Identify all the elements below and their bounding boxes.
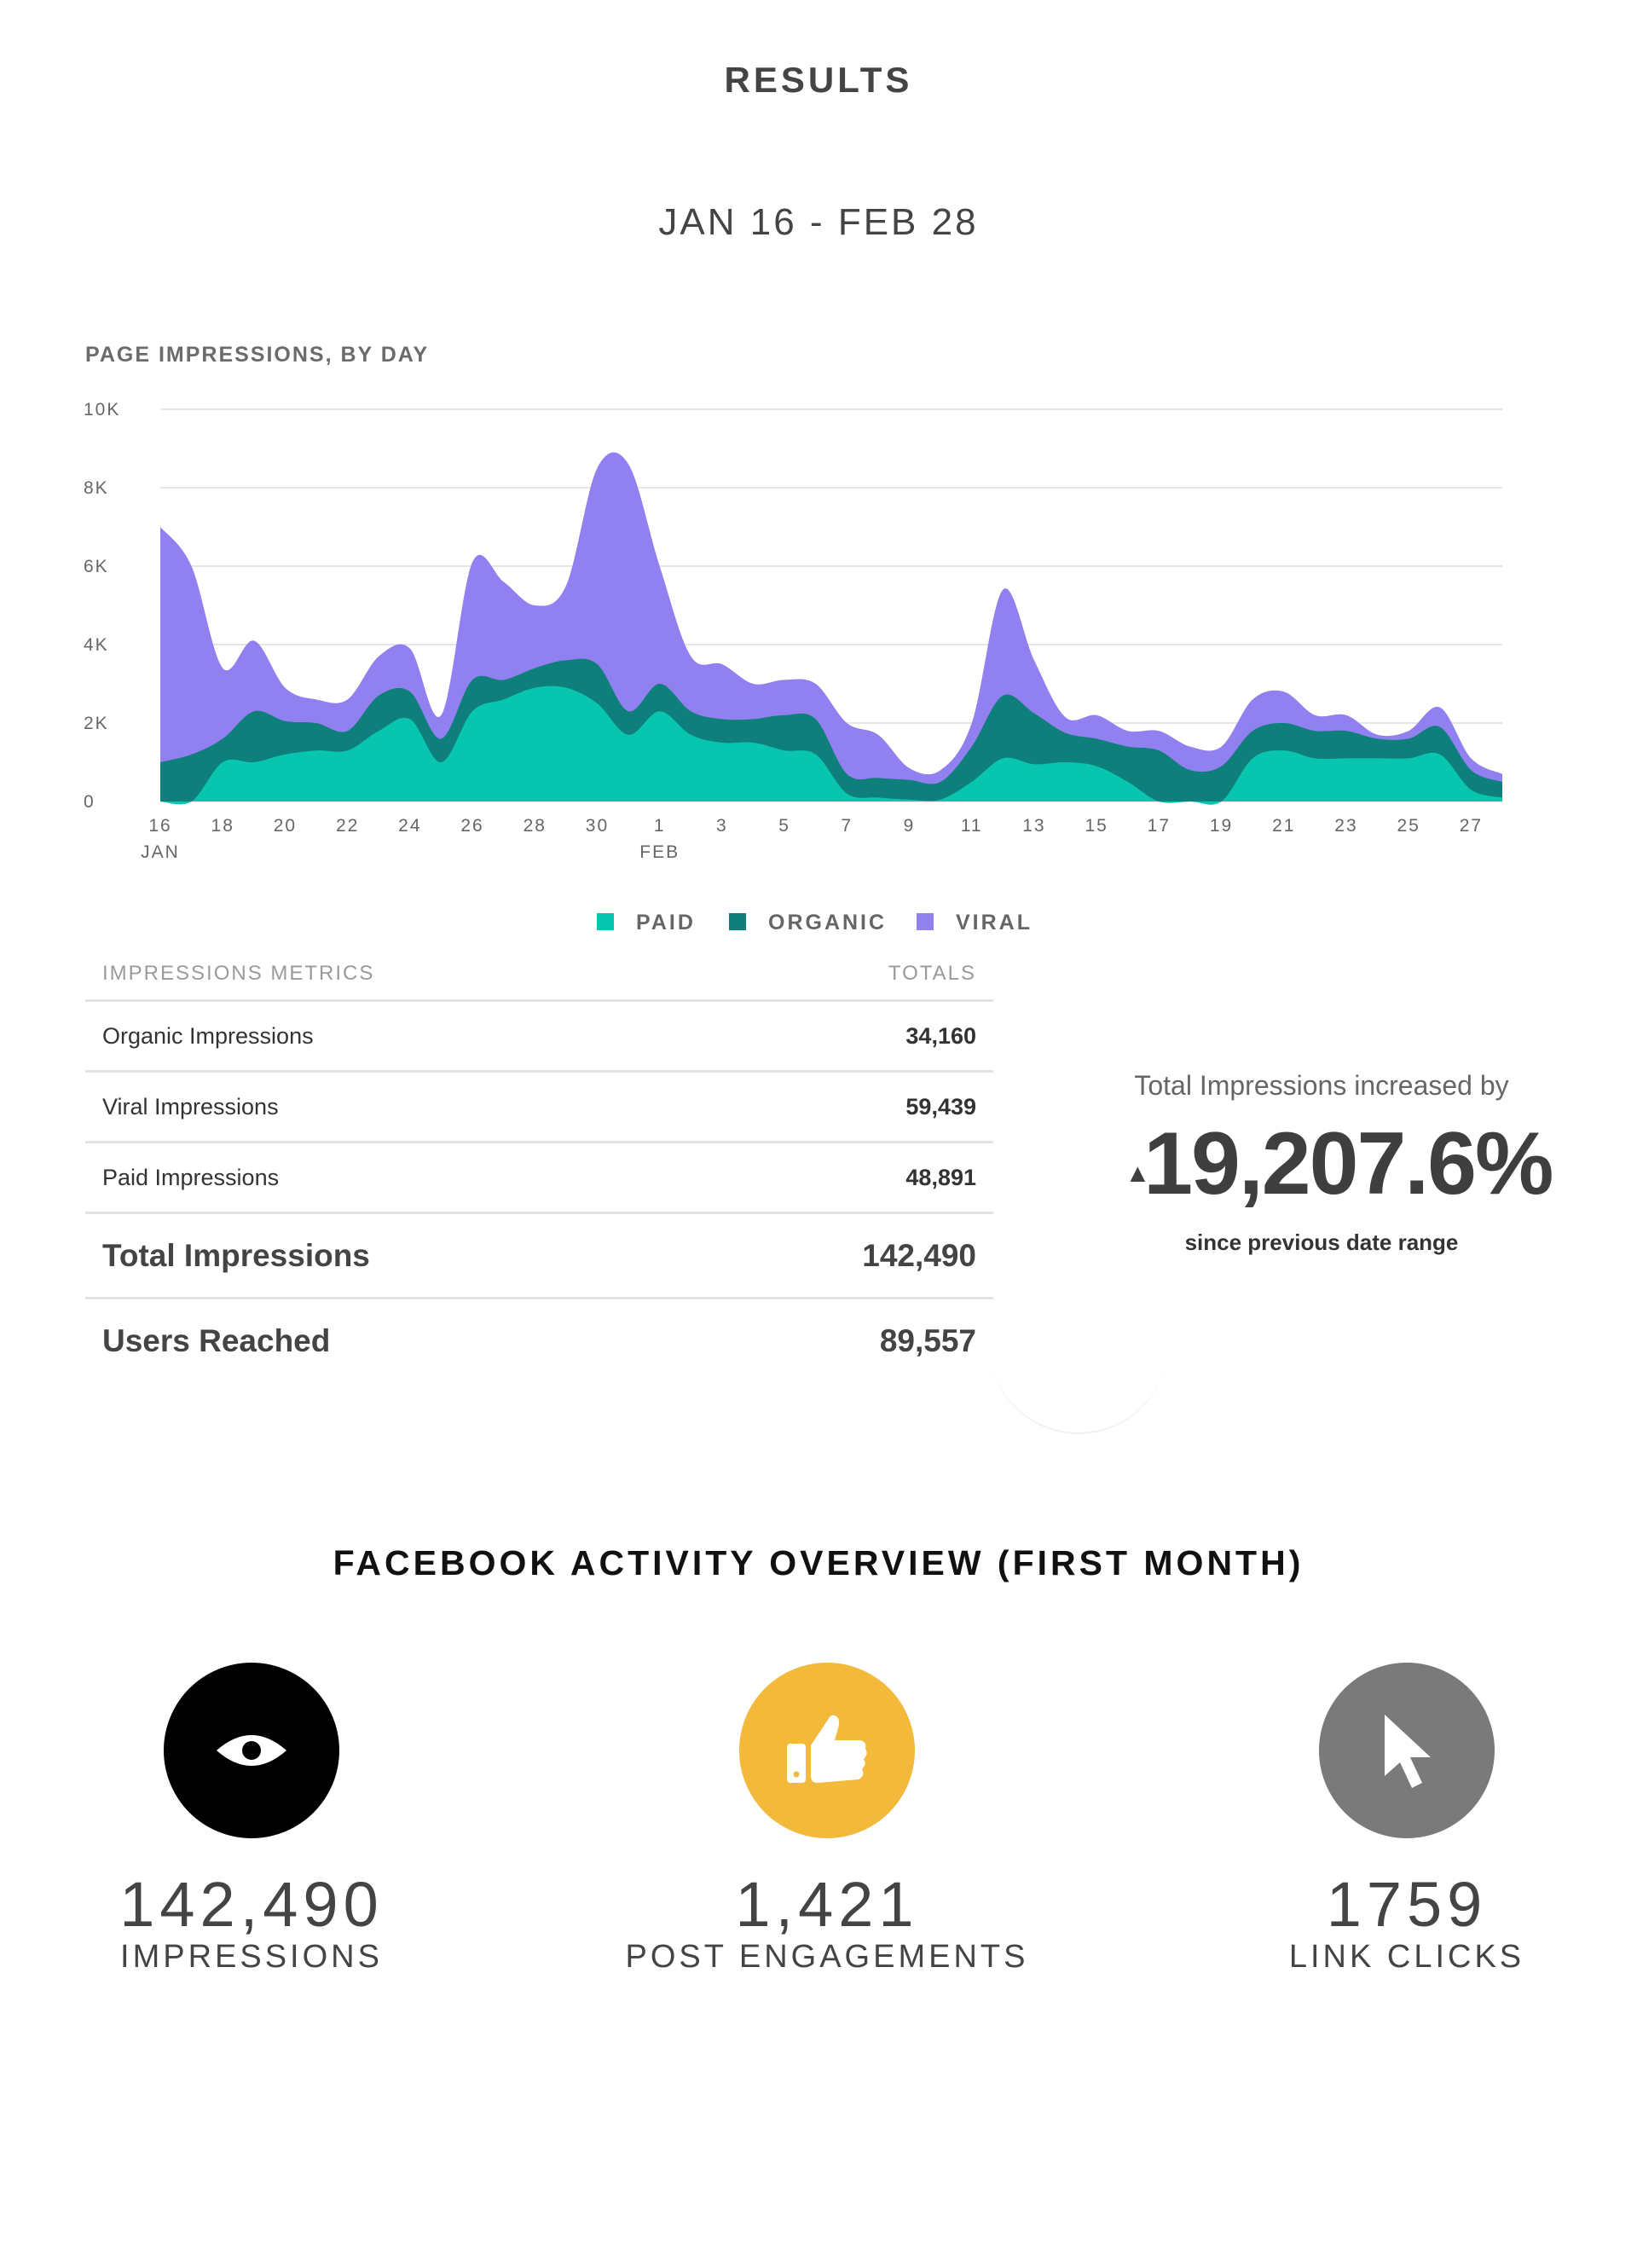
x-tick-label: 20: [274, 816, 297, 836]
legend-label: VIRAL: [956, 911, 1033, 934]
row-value: 48,891: [905, 1164, 976, 1190]
total-label: Total Impressions: [102, 1237, 370, 1273]
overview-title: FACEBOOK ACTIVITY OVERVIEW (FIRST MONTH): [333, 1543, 1304, 1582]
kpi-post-engagements: 1,421 POST ENGAGEMENTS: [546, 1663, 1108, 1975]
increase-caption: Total Impressions increased by: [1134, 1070, 1509, 1101]
kpi-value: 142,490: [119, 1869, 384, 1940]
table-row: Organic Impressions 34,160: [85, 1002, 993, 1073]
kpi-value: 1,421: [735, 1869, 919, 1940]
legend-label: ORGANIC: [768, 911, 887, 934]
cursor-icon: [1319, 1663, 1495, 1838]
up-arrow-icon: ▲: [1125, 1160, 1150, 1188]
thumbs-up-icon: [739, 1663, 915, 1838]
x-tick-label: 22: [336, 816, 359, 836]
kpi-label: POST ENGAGEMENTS: [625, 1939, 1029, 1975]
table-header: IMPRESSIONS METRICS TOTALS: [85, 948, 993, 1002]
legend-label: PAID: [636, 911, 696, 934]
chart-areas: [160, 452, 1502, 805]
total-value: 142,490: [862, 1237, 976, 1273]
metrics-header-label: IMPRESSIONS METRICS: [102, 962, 375, 985]
x-tick-label: 16: [148, 816, 171, 836]
x-tick-label: 24: [398, 816, 421, 836]
y-tick-label: 8K: [84, 478, 109, 498]
kpi-label: IMPRESSIONS: [120, 1939, 383, 1975]
y-tick-label: 2K: [84, 714, 109, 733]
x-tick-label: 13: [1022, 816, 1045, 836]
x-tick-label: 1: [654, 816, 666, 836]
x-tick-label: 15: [1085, 816, 1108, 836]
x-tick-label: 30: [586, 816, 609, 836]
increase-subtext: since previous date range: [1184, 1229, 1459, 1255]
total-row: Total Impressions 142,490: [85, 1214, 993, 1299]
x-tick-label: 7: [841, 816, 853, 836]
row-label: Paid Impressions: [102, 1164, 280, 1190]
x-tick-label: 28: [523, 816, 547, 836]
row-label: Viral Impressions: [102, 1093, 279, 1120]
legend-swatch: [729, 913, 746, 930]
x-tick-label: 3: [716, 816, 728, 836]
increase-value: ▲19,207.6%: [1100, 1117, 1577, 1221]
table-row: Paid Impressions 48,891: [85, 1143, 993, 1214]
row-label: Organic Impressions: [102, 1022, 314, 1049]
x-tick-label: 9: [904, 816, 916, 836]
kpi-value: 1759: [1326, 1869, 1488, 1940]
date-range: JAN 16 - FEB 28: [658, 201, 979, 243]
x-tick-label: 19: [1210, 816, 1233, 836]
x-tick-label: 5: [778, 816, 790, 836]
legend-swatch: [917, 913, 934, 930]
x-month-label: JAN: [141, 842, 180, 862]
y-tick-label: 6K: [84, 557, 109, 576]
x-tick-label: 25: [1397, 816, 1420, 836]
row-value: 34,160: [905, 1022, 976, 1049]
x-tick-label: 27: [1460, 816, 1483, 836]
eye-icon: [164, 1663, 339, 1838]
legend-swatch: [597, 913, 614, 930]
chart-title: PAGE IMPRESSIONS, BY DAY: [85, 343, 430, 367]
kpi-label: LINK CLICKS: [1288, 1939, 1525, 1975]
x-tick-label: 17: [1148, 816, 1171, 836]
kpi-link-clicks: 1759 LINK CLICKS: [1125, 1663, 1637, 1975]
x-tick-label: 23: [1334, 816, 1357, 836]
table-row: Viral Impressions 59,439: [85, 1073, 993, 1143]
x-month-label: FEB: [639, 842, 680, 862]
results-title: RESULTS: [724, 60, 913, 100]
total-value: 89,557: [879, 1322, 976, 1358]
y-tick-label: 4K: [84, 635, 109, 655]
y-tick-label: 0: [84, 792, 95, 812]
x-tick-label: 11: [961, 816, 983, 836]
kpi-impressions: 142,490 IMPRESSIONS: [0, 1663, 533, 1975]
impressions-metrics-table: IMPRESSIONS METRICS TOTALS Organic Impre…: [85, 948, 993, 1382]
total-label: Users Reached: [102, 1322, 331, 1358]
x-tick-label: 18: [211, 816, 234, 836]
x-tick-label: 26: [460, 816, 483, 836]
row-value: 59,439: [905, 1093, 976, 1120]
y-tick-label: 10K: [84, 400, 120, 419]
decorative-arc: [989, 1228, 1168, 1434]
chart-legend: PAID ORGANIC VIRAL: [597, 911, 1033, 934]
totals-header-label: TOTALS: [888, 962, 976, 985]
increase-percent: 19,207.6%: [1143, 1114, 1553, 1213]
area-paid: [160, 686, 1502, 805]
total-row: Users Reached 89,557: [85, 1299, 993, 1382]
x-tick-label: 21: [1272, 816, 1295, 836]
